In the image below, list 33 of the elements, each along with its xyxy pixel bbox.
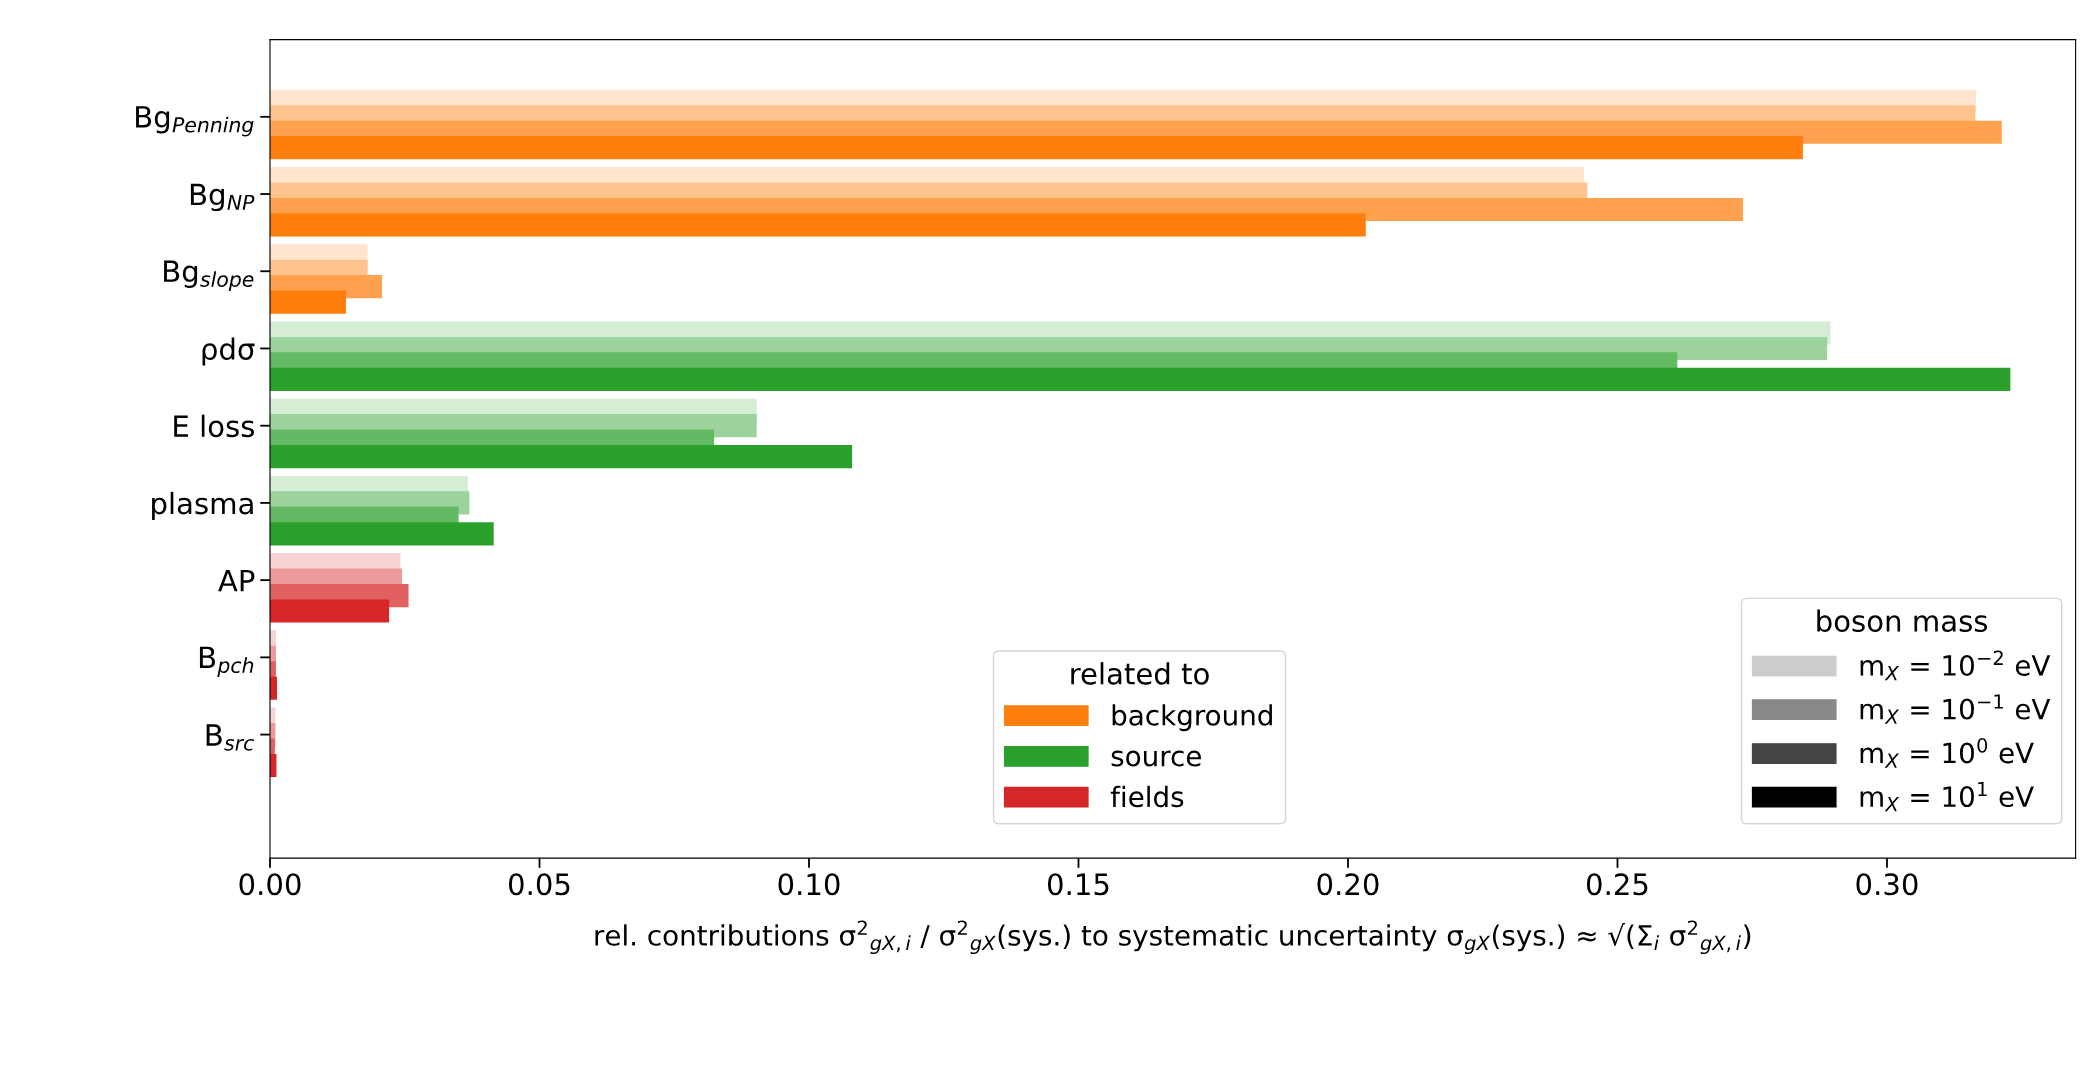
x-tick-label: 0.05 [508,873,570,896]
y-tick-label: Bg$_{NP}$ [190,183,255,212]
text: fields [1110,785,1184,808]
y-tick-label: B$_{src}$ [206,724,255,751]
x-tick-label: 0.00 [239,873,301,896]
x-tick-label: 0.20 [1317,873,1379,896]
y-tick-label: ρdσ [202,337,255,366]
y-tick-label: Bg$_{slope}$ [164,260,254,291]
bar [270,367,2011,391]
x-tick-label: 0.10 [778,873,840,896]
text: m$_{X}$ = 10$^{0}$ eV [1860,738,2034,768]
bar [270,136,1803,160]
x-tick-label: 0.30 [1856,873,1918,896]
legend-title: boson mass [1817,609,1988,633]
annotation: background [1112,704,1272,732]
bar [270,290,346,314]
text: m$_{X}$ = 10$^{−2}$ eV [1860,650,2051,681]
bar [270,522,494,546]
bar [270,599,390,623]
text: m$_{X}$ = 10$^{−1}$ eV [1860,694,2051,724]
x-tick-label: 0.25 [1586,873,1648,896]
bar [270,445,853,469]
annotation: source [1111,750,1201,767]
y-tick-label: Bg$_{Penning}$ [136,106,254,137]
y-tick-label: plasma [152,491,253,521]
x-tick-label: 0.15 [1047,873,1109,896]
bar [270,213,1366,237]
y-tick-label: E loss [174,414,254,438]
annotation: related to [1071,662,1209,685]
text: rel. contributions σ$^{2}$$_{gX,i}$ / σ$^{2}$$_{gX}$(sys.) to systematic uncertainty σ$_{gX}$(sys.) ≈ √(Σ$_{i}$ σ$^{2}$$_{gX,i}$) [595,920,1751,955]
y-tick-label: B$_{pch}$ [199,646,254,678]
text: m$_{X}$ = 10$^{1}$ eV [1860,781,2034,812]
y-tick-label: AP [218,569,255,592]
